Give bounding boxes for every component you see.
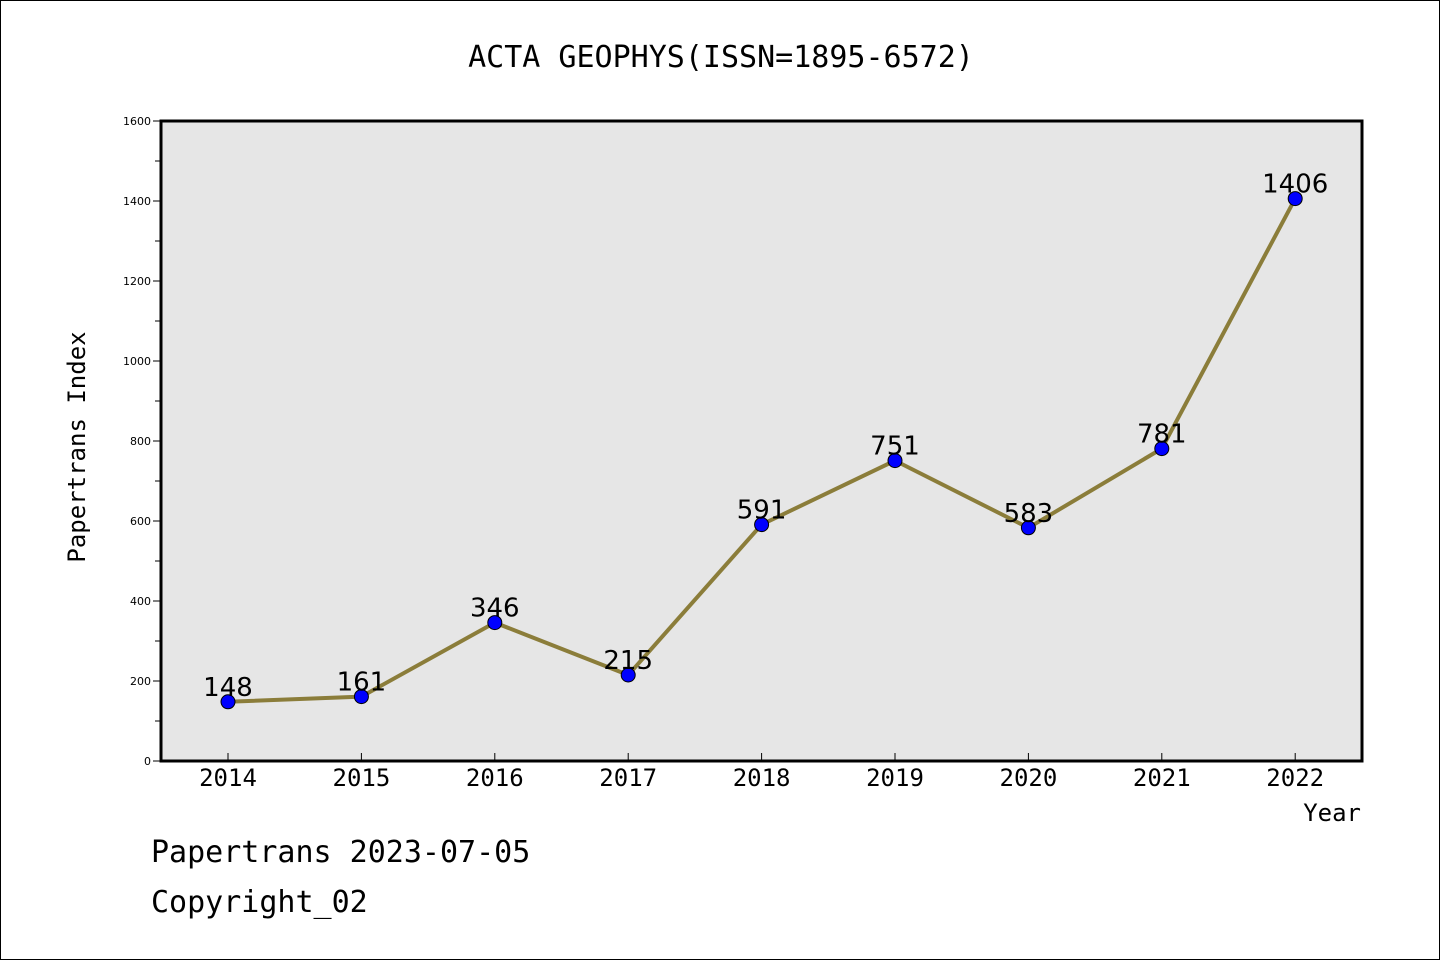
x-tick-label: 2015 — [333, 764, 391, 792]
data-point — [1020, 520, 1036, 536]
y-tick-label: 400 — [130, 595, 151, 608]
chart-title: ACTA GEOPHYS(ISSN=1895-6572) — [468, 40, 974, 75]
y-tick-label: 800 — [130, 435, 151, 448]
data-point — [220, 694, 236, 710]
data-label: 1406 — [1262, 170, 1328, 200]
series-group — [220, 191, 1303, 710]
x-tick-label: 2019 — [866, 764, 924, 792]
data-label: 583 — [1004, 499, 1054, 529]
data-label: 751 — [870, 432, 920, 462]
data-label: 781 — [1137, 420, 1187, 450]
x-tick-label: 2017 — [599, 764, 657, 792]
x-axis-label: Year — [1303, 799, 1361, 827]
data-labels: 148 161 346 215 591 751 583 781 1406 — [203, 170, 1328, 703]
x-tick-label: 2016 — [466, 764, 524, 792]
data-point — [1154, 441, 1170, 457]
x-tick-label: 2021 — [1133, 764, 1191, 792]
y-tick-label: 1600 — [123, 115, 151, 128]
y-tick-label: 1400 — [123, 195, 151, 208]
x-tick-label: 2020 — [1000, 764, 1058, 792]
x-axis: 2014 2015 2016 2017 2018 2019 2020 2021 2022 — [199, 753, 1324, 792]
y-axis-label: Papertrans Index — [63, 331, 91, 562]
x-tick-label: 2022 — [1266, 764, 1324, 792]
data-label: 591 — [737, 496, 787, 526]
plot-area — [159, 119, 1364, 763]
data-point — [353, 689, 369, 705]
footer-copyright: Copyright_02 — [151, 885, 368, 920]
data-point — [487, 615, 503, 631]
y-tick-label: 600 — [130, 515, 151, 528]
data-label: 215 — [603, 646, 653, 676]
x-tick-label: 2018 — [733, 764, 791, 792]
data-label: 346 — [470, 594, 520, 624]
data-label: 161 — [337, 668, 387, 698]
data-point — [887, 453, 903, 469]
y-tick-label: 1200 — [123, 275, 151, 288]
data-point — [754, 517, 770, 533]
y-tick-label: 1000 — [123, 355, 151, 368]
y-axis: 0 200 400 600 800 1000 1200 1400 1600 — [123, 115, 161, 768]
y-tick-label: 200 — [130, 675, 151, 688]
x-tick-label: 2014 — [199, 764, 257, 792]
y-tick-label: 0 — [144, 755, 151, 768]
data-label: 148 — [203, 673, 253, 703]
data-point — [1287, 191, 1303, 207]
data-point — [620, 667, 636, 683]
footer-date: Papertrans 2023-07-05 — [151, 835, 531, 870]
